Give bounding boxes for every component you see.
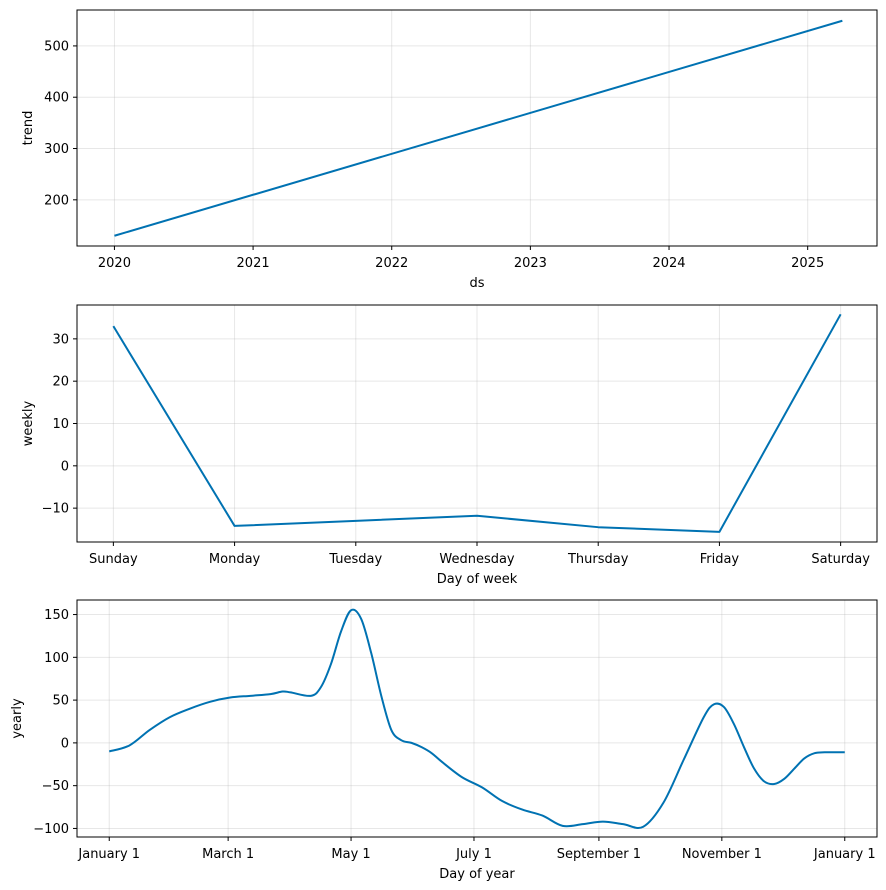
plot-frame: [76, 9, 878, 247]
y-tick-label: 100: [44, 651, 69, 666]
plot-frame: [76, 599, 878, 838]
y-tick-label: 400: [44, 91, 69, 106]
chart-yearly: January 1 March 1 May 1 July 1 September 1 No…: [10, 599, 878, 882]
x-tick-label: 2023: [514, 256, 547, 271]
y-tick-label: −50: [42, 779, 69, 794]
x-tick-label: Monday: [209, 552, 261, 567]
chart-trend: 2020 2021 2022 2023 2024 2025 200 300 400 500 ds tr…: [21, 9, 878, 291]
y-axis-label: weekly: [21, 400, 36, 446]
x-tick-label: January 1: [77, 847, 140, 862]
y-tick-label: 300: [44, 142, 69, 157]
x-tick-label: 2020: [98, 256, 131, 271]
y-tick-label: −10: [42, 502, 69, 517]
y-tick-label: 10: [52, 417, 69, 432]
x-tick-label: Wednesday: [439, 552, 515, 567]
series-line-yearly: [108, 608, 845, 829]
y-tick-label: −100: [33, 822, 69, 837]
x-tick-label: Friday: [700, 552, 740, 567]
x-tick-label: 2021: [237, 256, 270, 271]
y-tick-label: 30: [52, 332, 69, 347]
x-tick-label: 2022: [375, 256, 408, 271]
x-axis-label: Day of week: [437, 572, 518, 587]
x-tick-label: Thursday: [567, 552, 629, 567]
x-axis-label: ds: [469, 276, 484, 291]
x-tick-label: November 1: [682, 847, 762, 862]
y-tick-label: 0: [61, 736, 69, 751]
chart-weekly: Sunday Monday Tuesday Wednesday Thursday Frid…: [21, 304, 878, 587]
y-axis-label: yearly: [10, 698, 25, 739]
y-tick-label: 50: [52, 694, 69, 709]
x-axis-label: Day of year: [439, 867, 515, 882]
x-tick-label: September 1: [557, 847, 641, 862]
y-axis-label: trend: [21, 111, 36, 146]
series-line-trend: [114, 19, 843, 237]
x-tick-label: July 1: [455, 847, 492, 862]
series-line-weekly: [112, 313, 842, 533]
x-tick-label: Tuesday: [328, 552, 382, 567]
y-tick-label: 200: [44, 193, 69, 208]
x-tick-label: 2024: [652, 256, 685, 271]
y-tick-label: 500: [44, 39, 69, 54]
y-tick-label: 20: [52, 375, 69, 390]
y-tick-label: 0: [61, 459, 69, 474]
x-tick-label: Sunday: [89, 552, 138, 567]
x-tick-label: Saturday: [811, 552, 870, 567]
x-tick-label: 2025: [791, 256, 824, 271]
x-tick-label: March 1: [202, 847, 254, 862]
y-tick-label: 150: [44, 608, 69, 623]
x-tick-label: May 1: [331, 847, 370, 862]
x-tick-label: January 1: [813, 847, 876, 862]
